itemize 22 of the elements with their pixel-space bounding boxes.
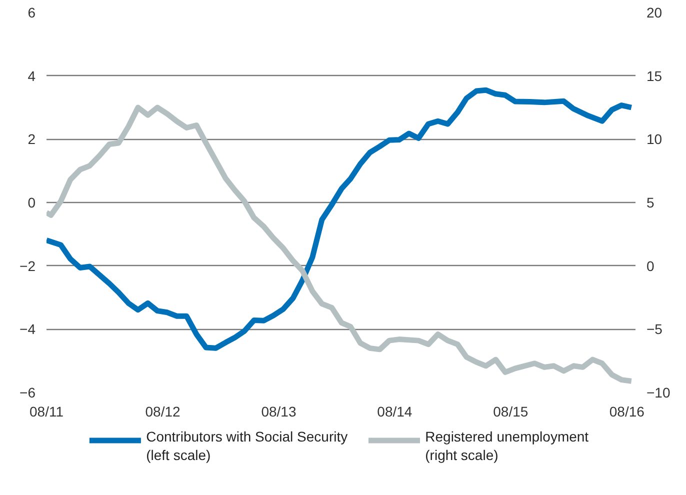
x-tick-label: 08/15	[493, 404, 528, 420]
y-tick-label: −6	[20, 384, 36, 400]
y2-tick-label: 5	[646, 194, 654, 210]
y2-tick-label: −5	[646, 321, 663, 338]
y-tick-label: −2	[20, 258, 36, 274]
legend-label: Registered unemployment (right scale)	[425, 428, 589, 463]
y-tick-label: 6	[28, 4, 36, 20]
y-tick-label: 0	[28, 194, 36, 210]
y-tick-label: 2	[28, 131, 36, 148]
x-tick-label: 08/11	[30, 404, 64, 420]
x-tick-label: 08/14	[377, 404, 412, 420]
y2-tick-label: 0	[646, 258, 654, 274]
y2-tick-label: 20	[646, 4, 662, 20]
y2-tick-label: 15	[646, 68, 662, 84]
x-tick-label: 08/13	[261, 404, 296, 420]
x-tick-label: 08/12	[145, 404, 181, 420]
y2-tick-label: −10	[646, 384, 670, 400]
x-tick-label: 08/16	[609, 404, 645, 420]
y-tick-label: −4	[20, 321, 36, 338]
y-tick-label: 4	[28, 68, 36, 84]
y2-tick-label: 10	[646, 131, 662, 148]
legend-label: Contributors with Social Security (left scale)	[146, 428, 348, 463]
